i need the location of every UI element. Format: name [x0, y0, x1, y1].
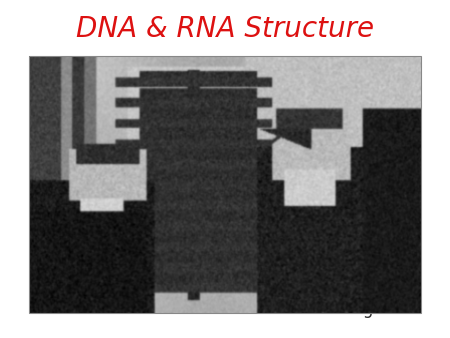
Text: DNA & RNA Structure: DNA & RNA Structure [76, 15, 374, 43]
Text: Copyright © The McGraw-Hill Companies, Inc. Permission required for reproduction: Copyright © The McGraw-Hill Companies, I… [86, 64, 364, 69]
Text: ©Corbis/Bettmann Archive: ©Corbis/Bettmann Archive [183, 304, 267, 309]
Text: Fig 1.9: Fig 1.9 [351, 300, 405, 318]
